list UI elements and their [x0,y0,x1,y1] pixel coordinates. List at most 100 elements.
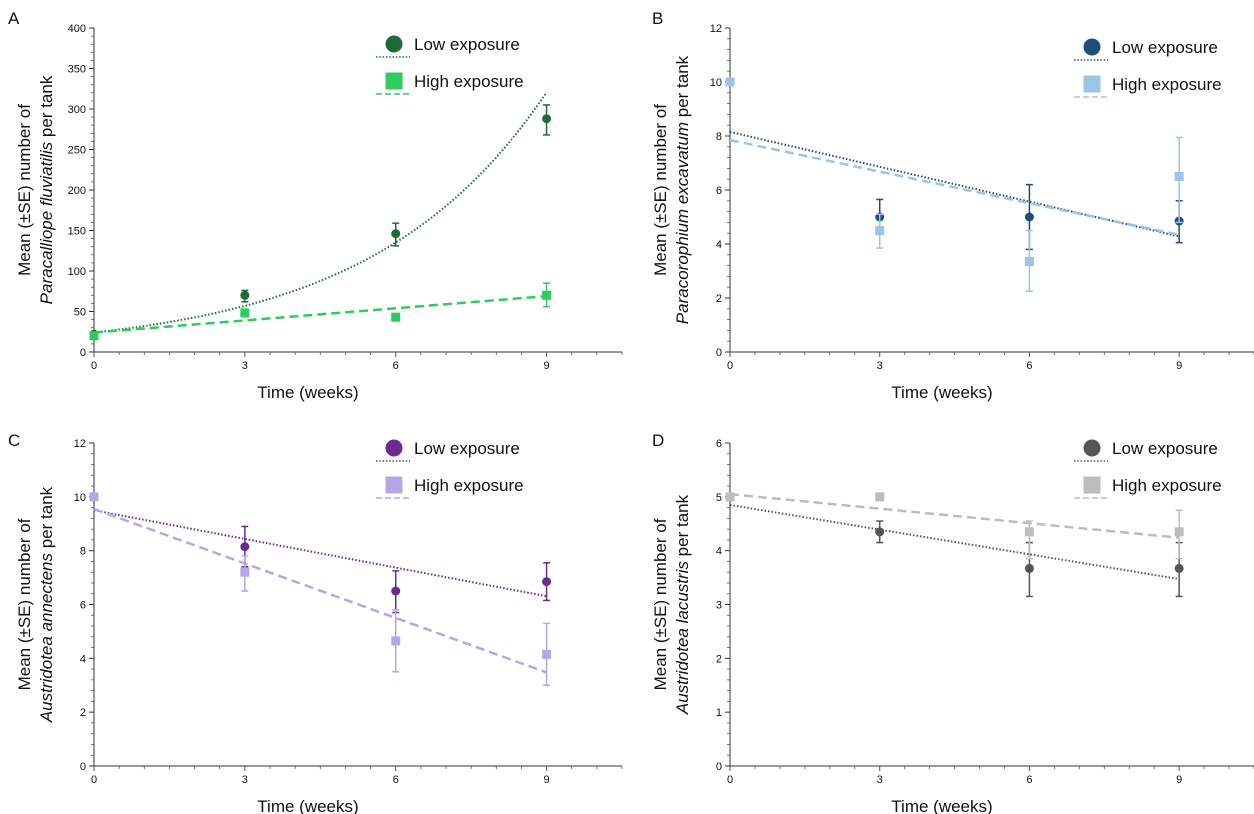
panel-b-y-tick-label: 0 [716,347,722,359]
panel-c: C 0 2 4 6 8 10 12 0 3 6 9 Time (weeks) Mean (±SE) num… [8,431,623,814]
panel-b-x-tick-label: 9 [1176,360,1182,372]
panel-b-y-tick-label: 12 [710,23,722,35]
panel-a-series-low-fit-line [93,91,548,334]
panel-a-x-tick-label: 9 [544,360,550,372]
panel-d: D 0 1 2 3 4 5 6 0 3 6 9 Time (weeks) Mean (±SE) numbe… [651,431,1254,814]
panel-c-series-high-point [391,636,401,646]
panel-d-y-axis-species: Austridotea lacustris [673,561,692,716]
panel-c-series-high-fit-line [93,507,547,674]
panel-b-y-axis-species: Paracorophium excavatum [673,122,692,324]
panel-d-series-high-point [1174,527,1184,537]
panel-b-series-high-point [875,226,885,235]
panel-c-x-tick-label: 0 [91,774,97,786]
panel-c-y-axis-species: Austridotea annectens [37,552,56,723]
panel-c-legend-high-marker [385,476,403,494]
panel-b-y-tick-label: 8 [716,131,722,143]
panel-a-legend-high-label: High exposure [414,72,524,91]
panel-a-y-tick-label: 200 [68,185,86,197]
panel-d-series-high-point [1024,527,1034,537]
panel-b-series-low-point [1024,212,1034,222]
panel-a-x-tick-label: 6 [393,360,399,372]
panel-b-x-tick-label: 6 [1026,360,1032,372]
panel-d-x-axis-title: Time (weeks) [891,797,992,814]
panel-b-y-tick-label: 10 [710,77,722,89]
panel-a-y-axis-suffix: per tank [37,75,56,142]
panel-a-letter: A [8,9,20,28]
panel-b-y-axis-title-line2: Paracorophium excavatum per tank [673,55,692,324]
panel-d-x-tick-label: 3 [877,774,883,786]
panel-b-x-tick-label: 0 [727,360,733,372]
panel-c-series-high-point [542,649,552,659]
panel-a-x-tick-label: 0 [91,360,97,372]
panel-b-series-high-point [725,77,735,87]
panel-c-letter: C [8,431,20,450]
panel-c-x-axis-title: Time (weeks) [257,797,358,814]
panel-d-y-tick-label: 3 [716,600,722,612]
panel-c-x-tick-label: 6 [393,774,399,786]
panel-d-x-tick-label: 9 [1176,774,1182,786]
panel-c-y-tick-label: 8 [80,546,86,558]
panel-c-series-low-point [391,586,401,596]
panel-b-y-tick-label: 6 [716,185,722,197]
panel-b-x-tick-label: 3 [877,360,883,372]
panel-a-y-axis-title-line2: Paracalliope fluviatilis per tank [37,75,56,304]
panel-b-x-axis-title: Time (weeks) [891,383,992,402]
panel-a-y-axis-species: Paracalliope fluviatilis [37,141,56,304]
panel-d-legend-high-marker [1083,476,1101,494]
panel-a-series-high-point [391,312,401,322]
panel-a-series-high-fit-line [93,294,547,334]
panel-c-y-tick-label: 4 [80,653,86,665]
panel-a-y-tick-label: 300 [68,104,86,116]
panel-b-y-tick-label: 2 [716,293,722,305]
panel-a-series-high-point [240,308,250,318]
panel-a-y-tick-label: 350 [68,64,86,76]
panel-b-series-high-fit-line [729,138,1180,237]
panel-c-series-low-point [542,577,552,587]
panel-d-y-axis-title-line1: Mean (±SE) number of [651,518,670,690]
panel-c-series-high-point [240,567,250,577]
panel-b-series-high-point [1024,257,1034,267]
panel-d-series-high-fit-line [729,492,1180,539]
panel-a: A 0 50 100 150 200 250 300 350 400 0 3 6 9 Time (weeks… [8,9,623,402]
panel-b-y-axis-title-line1: Mean (±SE) number of [651,104,670,276]
panel-b-legend-low-label: Low exposure [1112,38,1218,57]
panel-d-series-low-point [1174,563,1184,573]
panel-d-x-tick-label: 6 [1026,774,1032,786]
panel-b-legend-high-marker [1083,75,1101,93]
panel-d-y-tick-label: 6 [716,438,722,450]
panel-c-y-axis-suffix: per tank [37,486,56,553]
panel-d-y-axis-title-line2: Austridotea lacustris per tank [673,494,692,715]
panel-d-y-tick-label: 2 [716,653,722,665]
panel-c-x-tick-label: 9 [544,774,550,786]
panel-a-legend-high-marker [385,72,403,90]
panel-a-y-tick-label: 400 [68,23,86,35]
panel-c-y-tick-label: 2 [80,707,86,719]
panel-a-legend-low-label: Low exposure [414,35,520,54]
panel-a-x-axis-title: Time (weeks) [257,383,358,402]
panel-c-legend-low-label: Low exposure [414,439,520,458]
panel-a-series-low-point [542,114,552,124]
panel-b-letter: B [652,9,663,28]
panel-c-legend-high-label: High exposure [414,476,524,495]
panel-b: B 0 2 4 6 8 10 12 0 3 6 9 Time (weeks) Mean (±SE) num… [651,9,1254,402]
panel-c-series-low-point [240,542,250,552]
panel-a-series-high-point [542,290,552,300]
panel-d-legend-high-label: High exposure [1112,476,1222,495]
panel-d-legend-low-label: Low exposure [1112,439,1218,458]
panel-a-series-low-point [240,290,250,300]
panel-a-y-axis-title-line1: Mean (±SE) number of [15,104,34,276]
panel-a-x-tick-label: 3 [242,360,248,372]
panel-a-series-low-point [391,229,401,239]
panel-d-letter: D [652,431,664,450]
panel-d-legend-low-marker [1083,439,1101,457]
panel-a-y-tick-label: 150 [68,226,86,238]
panel-b-legend-high-label: High exposure [1112,75,1222,94]
panel-c-y-tick-label: 6 [80,600,86,612]
panel-c-y-tick-label: 0 [80,761,86,773]
panel-d-series-low-fit-line [729,503,1180,581]
panel-b-series-low-fit-line [729,130,1180,238]
panel-a-legend-low-marker [385,35,403,53]
panel-d-y-axis-suffix: per tank [673,494,692,561]
panel-c-x-tick-label: 3 [242,774,248,786]
